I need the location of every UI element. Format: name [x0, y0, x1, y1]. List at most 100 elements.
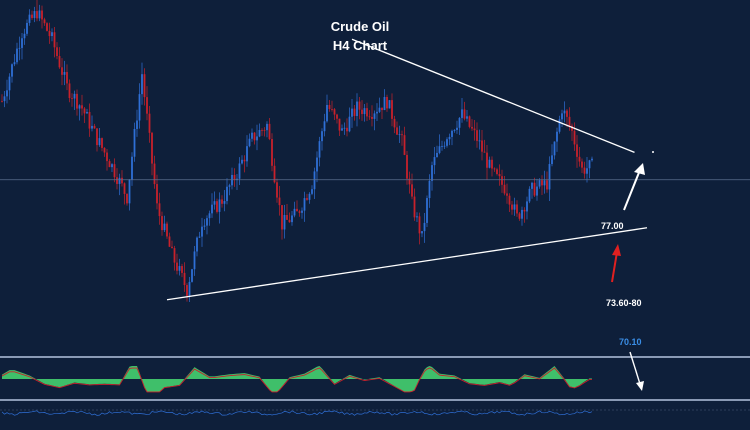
candle-bull — [488, 159, 491, 168]
candle-bull — [98, 138, 101, 146]
candle-bull — [38, 10, 41, 19]
candle-bull — [416, 216, 418, 218]
candle-bear — [76, 93, 78, 109]
candle-bull — [563, 110, 566, 114]
candle-bear — [153, 163, 156, 185]
candle-bull — [428, 180, 431, 199]
candle-bull — [478, 140, 481, 142]
candle-bull — [118, 177, 121, 184]
candle-bull — [51, 32, 53, 37]
candle-bear — [346, 127, 348, 132]
candle-bear — [56, 47, 58, 57]
candle-bull — [313, 171, 316, 190]
candle-bear — [546, 180, 548, 190]
candle-bull — [543, 180, 546, 186]
candle-bear — [508, 195, 511, 205]
candle-bear — [518, 213, 521, 219]
candle-bull — [466, 116, 468, 119]
oscillator-signal-line — [1, 367, 593, 393]
candle-bear — [333, 109, 336, 115]
candle-bull — [531, 182, 533, 189]
candle-bear — [41, 10, 43, 20]
candle-bear — [413, 196, 416, 218]
candle-bear — [371, 116, 373, 119]
candle-bear — [476, 130, 478, 141]
candle-bear — [541, 180, 543, 186]
candle-bear — [271, 139, 273, 166]
candle-bull — [311, 189, 313, 194]
candle-bear — [101, 138, 103, 148]
candle-bull — [18, 47, 21, 49]
candle-bear — [463, 109, 466, 119]
candle-bull — [211, 204, 213, 214]
chart-subtitle: H4 Chart — [333, 38, 388, 53]
candle-bear — [386, 96, 388, 109]
candle-bear — [173, 248, 176, 263]
candle-bull — [238, 163, 241, 179]
candle-bear — [496, 169, 498, 175]
candle-bull — [436, 152, 438, 158]
candle-bull — [558, 119, 561, 132]
candle-bear — [393, 118, 396, 128]
candle-bear — [368, 116, 371, 118]
candle-bear — [181, 266, 183, 273]
candle-bull — [513, 204, 516, 210]
candle-bull — [446, 139, 448, 146]
candle-bull — [226, 186, 228, 202]
candle-bull — [86, 111, 88, 114]
candle-bull — [246, 146, 248, 162]
candle-bear — [491, 159, 493, 169]
candle-bull — [11, 64, 13, 77]
candle-bear — [411, 184, 413, 197]
candle-bear — [71, 98, 73, 99]
candle-bear — [96, 128, 98, 146]
candle-bear — [503, 184, 506, 194]
candle-bear — [406, 154, 408, 179]
candle-bull — [461, 109, 463, 118]
candle-bull — [551, 155, 553, 165]
candle-bull — [228, 185, 231, 187]
candle-bear — [361, 109, 363, 115]
candle-bear — [418, 216, 421, 234]
candle-bull — [188, 281, 191, 296]
candle-bull — [323, 121, 326, 132]
candle-bull — [378, 107, 381, 112]
projection-arrow-head-icon — [634, 163, 645, 175]
candle-bear — [53, 32, 56, 48]
candle-bear — [366, 108, 368, 117]
candle-bear — [36, 11, 38, 19]
candle-bull — [193, 251, 196, 270]
candle-bull — [308, 193, 311, 200]
candle-bull — [258, 130, 261, 137]
candle-bear — [146, 97, 148, 114]
candle-bull — [73, 93, 76, 99]
candle-bull — [301, 210, 303, 213]
candle-bear — [338, 118, 341, 131]
candle-bull — [438, 146, 441, 153]
candle-bear — [353, 108, 356, 116]
candle-bull — [373, 113, 376, 119]
candle-bear — [263, 130, 266, 131]
candle-bull — [443, 145, 446, 147]
candle-bull — [588, 160, 591, 169]
candle-bear — [176, 262, 178, 271]
candle-bull — [291, 215, 293, 223]
oscillator-arrow-shaft — [629, 351, 641, 385]
candle-bull — [423, 222, 426, 232]
candle-bull — [528, 188, 531, 202]
candle-bull — [458, 117, 461, 128]
candle-bull — [198, 236, 201, 238]
candle-bear — [106, 152, 108, 162]
candle-bear — [468, 116, 471, 127]
candle-bull — [266, 123, 268, 131]
candle-bull — [138, 94, 141, 121]
candle-bull — [163, 223, 166, 231]
candle-bear — [391, 100, 393, 119]
candle-bull — [536, 186, 538, 196]
candle-bull — [251, 132, 253, 139]
candle-bear — [336, 114, 338, 119]
candle-bear — [161, 216, 163, 231]
candle-bull — [33, 11, 36, 18]
candle-bear — [48, 30, 51, 37]
candle-bull — [141, 74, 143, 95]
